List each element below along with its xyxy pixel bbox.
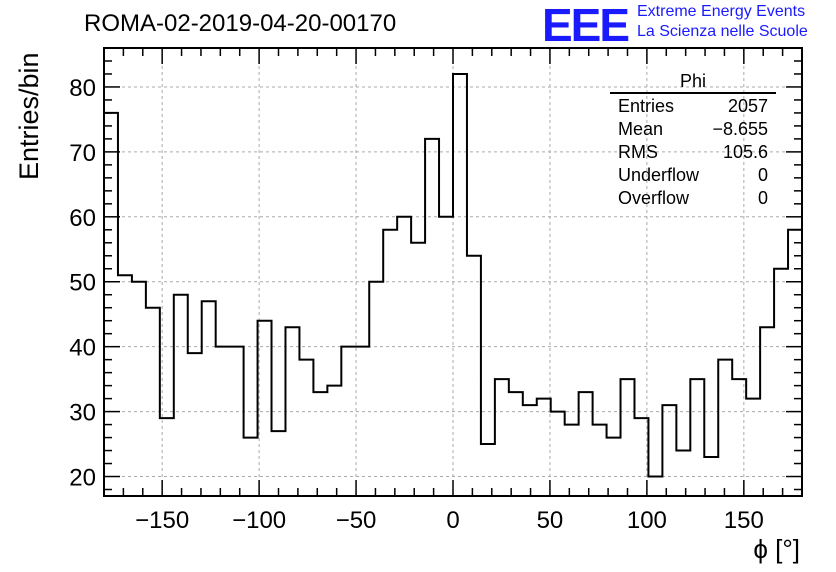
histogram-bin [216, 347, 230, 496]
histogram-bin [411, 243, 425, 496]
histogram-bin [355, 347, 369, 496]
histogram-bin [565, 425, 579, 496]
histogram-bin [467, 256, 481, 496]
histogram-bin [258, 321, 272, 496]
histogram-bin [104, 113, 118, 496]
y-tick-label: 80 [69, 75, 96, 102]
histogram-bin [523, 405, 537, 496]
stats-label: RMS [618, 142, 658, 162]
histogram-bin [132, 282, 146, 496]
stats-box: Phi Entries 2057 Mean −8.655 RMS 105.6 U… [610, 70, 776, 210]
stats-value: 105.6 [722, 142, 768, 162]
x-tick-label: 150 [724, 507, 764, 534]
x-tick-label: −50 [336, 507, 377, 534]
logo-line-2: La Scienza nelle Scuole [637, 23, 808, 40]
histogram-bin [397, 217, 411, 496]
stats-label: Entries [618, 96, 675, 116]
histogram-bin [118, 275, 132, 496]
eee-logo: EEE [542, 0, 630, 51]
y-axis-ticks: 20 30 40 50 60 70 80 [69, 47, 802, 492]
stats-row: Underflow 0 [610, 164, 776, 187]
histogram-bin [662, 405, 676, 496]
histogram-bin [188, 353, 202, 496]
y-tick-label: 40 [69, 335, 96, 362]
histogram-bin [579, 392, 593, 496]
histogram-bin [509, 392, 523, 496]
x-tick-label: 100 [627, 507, 667, 534]
y-tick-label: 60 [69, 205, 96, 232]
x-axis-label: ϕ [°] [753, 534, 800, 564]
histogram-bin [551, 412, 565, 496]
histogram-bin [272, 431, 286, 496]
histogram-bin [718, 360, 732, 496]
histogram-bin [481, 444, 495, 496]
histogram-bin [327, 386, 341, 496]
logo-line-1: Extreme Energy Events [637, 3, 806, 20]
stats-value: −8.655 [712, 119, 768, 139]
histogram-bin [439, 217, 453, 496]
histogram-bin [676, 451, 690, 496]
histogram-outline [103, 72, 803, 496]
stats-row: Mean −8.655 [610, 118, 776, 141]
x-tick-label: −100 [232, 507, 286, 534]
histogram-bin [313, 392, 327, 496]
chart-title: ROMA-02-2019-04-20-00170 [84, 10, 397, 37]
stats-title: Phi [679, 71, 706, 91]
histogram-bin [369, 282, 383, 496]
histogram-bin [495, 379, 509, 496]
histogram-bin [593, 425, 607, 496]
logo-caption: Extreme Energy Events La Scienza nelle S… [637, 2, 808, 42]
histogram-bin [174, 295, 188, 496]
histogram-bin [383, 230, 397, 496]
x-tick-label: 0 [446, 507, 459, 534]
histogram-bin [607, 438, 621, 496]
histogram-bin [746, 399, 760, 496]
histogram-bin [788, 230, 802, 496]
y-tick-label: 70 [69, 140, 96, 167]
histogram-bin [690, 379, 704, 496]
y-axis-label: Entries/bin [14, 52, 44, 180]
x-tick-label: 50 [537, 507, 564, 534]
histogram-bin [202, 301, 216, 496]
histogram-bin [621, 379, 635, 496]
stats-divider [610, 92, 776, 94]
stats-label: Underflow [618, 165, 700, 185]
histogram-bin [341, 347, 355, 496]
histogram-bin [146, 308, 160, 496]
stats-value: 0 [757, 165, 768, 185]
histogram-bin [230, 347, 244, 496]
stats-label: Mean [618, 119, 664, 139]
stats-label: Overflow [618, 188, 690, 208]
stats-row: Overflow 0 [610, 187, 776, 210]
stats-value: 0 [757, 188, 768, 208]
histogram-bin [244, 438, 258, 496]
histogram-bin [425, 139, 439, 496]
y-tick-label: 30 [69, 400, 96, 427]
histogram-bin [299, 360, 313, 496]
stats-row: RMS 105.6 [610, 141, 776, 164]
y-tick-label: 20 [69, 465, 96, 492]
stats-row: Entries 2057 [610, 95, 776, 118]
histogram-bin [453, 74, 467, 496]
histogram-bin [537, 399, 551, 496]
x-tick-label: −150 [135, 507, 189, 534]
x-axis-ticks: −150 −100 −50 0 50 100 150 [103, 48, 803, 534]
histogram-bin [648, 477, 662, 496]
stats-value: 2057 [727, 96, 768, 116]
y-tick-label: 50 [69, 270, 96, 297]
histogram-bin [774, 269, 788, 496]
